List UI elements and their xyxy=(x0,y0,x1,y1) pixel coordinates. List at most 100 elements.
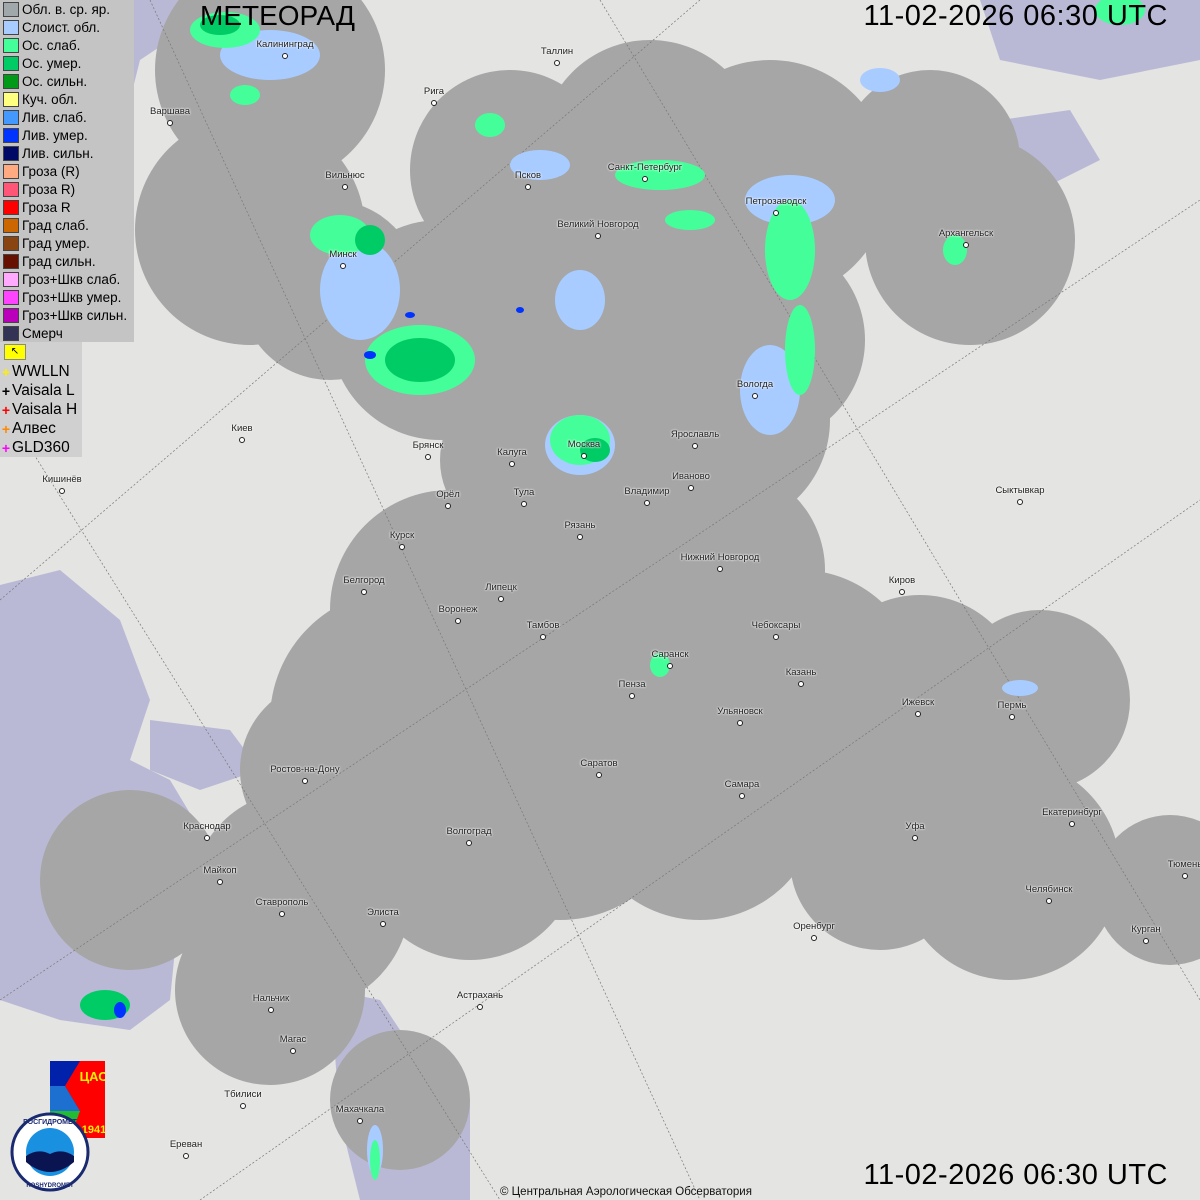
legend-swatch xyxy=(3,1,19,17)
cao-text: ЦАО xyxy=(80,1069,105,1084)
city-label: Курган xyxy=(1131,924,1161,935)
legend-item: Ос. сильн. xyxy=(0,72,134,90)
timestamp-bottom: 11-02-2026 06:30 UTC xyxy=(863,1159,1168,1191)
city-label: Тюмень xyxy=(1167,859,1200,870)
legend-item: Куч. обл. xyxy=(0,90,134,108)
city-marker-icon xyxy=(521,501,527,507)
city-label: Нальчик xyxy=(252,993,290,1004)
legend-label: Лив. умер. xyxy=(22,127,88,143)
legend-swatch xyxy=(3,253,19,269)
city-label: Липецк xyxy=(485,582,517,593)
city-label: Курск xyxy=(389,530,415,541)
city-label: Калуга xyxy=(497,447,527,458)
city-label: Нижний Новгород xyxy=(680,552,760,563)
city-label: Владимир xyxy=(624,486,670,497)
city-marker-icon xyxy=(466,840,472,846)
city-label: Чебоксары xyxy=(751,620,801,631)
legend-label: Град слаб. xyxy=(22,217,89,233)
legend-item: Град сильн. xyxy=(0,252,134,270)
city-label: Волгоград xyxy=(446,826,492,837)
legend-swatch xyxy=(3,235,19,251)
city-marker-icon xyxy=(282,53,288,59)
lightning-cross-icon: + xyxy=(1,363,11,380)
legend-swatch xyxy=(3,325,19,341)
legend-item: Обл. в. ср. яр. xyxy=(0,0,134,18)
city-marker-icon xyxy=(739,793,745,799)
legend-swatch xyxy=(3,91,19,107)
city-label: Тбилиси xyxy=(224,1089,262,1100)
legend-swatch xyxy=(3,145,19,161)
cursor-flag-icon[interactable]: ↖ xyxy=(4,344,26,360)
roshydromet-en: ROSHYDROMET xyxy=(26,1183,74,1189)
city-marker-icon xyxy=(811,935,817,941)
city-marker-icon xyxy=(963,242,969,248)
city-marker-icon xyxy=(204,835,210,841)
copyright: © Центральная Аэрологическая Обсерватори… xyxy=(500,1186,752,1198)
lightning-source-label: GLD360 xyxy=(12,438,70,456)
city-marker-icon xyxy=(717,566,723,572)
lightning-source-item[interactable]: + GLD360 xyxy=(0,438,82,457)
city-label: Уфа xyxy=(905,821,925,832)
legend-label: Гроза R) xyxy=(22,181,76,197)
lightning-source-item[interactable]: + Vaisala H xyxy=(0,400,82,419)
city-marker-icon xyxy=(912,835,918,841)
city-label: Махачкала xyxy=(335,1104,385,1115)
city-label: Петрозаводск xyxy=(745,196,807,207)
legend-label: Лив. слаб. xyxy=(22,109,87,125)
city-marker-icon xyxy=(279,911,285,917)
legend-swatch xyxy=(3,199,19,215)
legend-swatch xyxy=(3,181,19,197)
legend-label: Обл. в. ср. яр. xyxy=(22,1,111,17)
city-marker-icon xyxy=(773,210,779,216)
city-marker-icon xyxy=(340,263,346,269)
precipitation-legend: Обл. в. ср. яр. Слоист. обл. Ос. слаб. Ос. … xyxy=(0,0,134,342)
city-marker-icon xyxy=(477,1004,483,1010)
city-marker-icon xyxy=(688,485,694,491)
legend-item: Лив. сильн. xyxy=(0,144,134,162)
lightning-source-item[interactable]: + Vaisala L xyxy=(0,381,82,400)
city-marker-icon xyxy=(302,778,308,784)
city-label: Москва xyxy=(567,439,601,450)
lightning-source-item[interactable]: + Алвес xyxy=(0,419,82,438)
city-marker-icon xyxy=(167,120,173,126)
roshydromet-logo: РОСГИДРОМЕТ ROSHYDROMET xyxy=(10,1112,90,1192)
legend-label: Гроза R xyxy=(22,199,71,215)
city-marker-icon xyxy=(361,589,367,595)
city-marker-icon xyxy=(445,503,451,509)
legend-item: Смерч xyxy=(0,324,134,342)
city-label: Киев xyxy=(231,423,253,434)
legend-item: Гроз+Шкв умер. xyxy=(0,288,134,306)
city-marker-icon xyxy=(540,634,546,640)
city-marker-icon xyxy=(773,634,779,640)
city-label: Вильнюс xyxy=(325,170,365,181)
legend-label: Смерч xyxy=(22,325,63,341)
city-marker-icon xyxy=(509,461,515,467)
city-label: Ульяновск xyxy=(717,706,763,717)
city-label: Псков xyxy=(514,170,542,181)
legend-swatch xyxy=(3,55,19,71)
city-label: Элиста xyxy=(367,907,399,918)
city-marker-icon xyxy=(595,233,601,239)
city-marker-icon xyxy=(692,443,698,449)
city-marker-icon xyxy=(629,693,635,699)
legend-label: Ос. сильн. xyxy=(22,73,88,89)
city-marker-icon xyxy=(596,772,602,778)
lightning-source-label: WWLLN xyxy=(12,362,70,380)
city-label: Калининград xyxy=(256,39,314,50)
legend-swatch xyxy=(3,19,19,35)
legend-swatch xyxy=(3,127,19,143)
legend-item: Ос. слаб. xyxy=(0,36,134,54)
legend-label: Град умер. xyxy=(22,235,90,251)
city-marker-icon xyxy=(1069,821,1075,827)
lightning-cross-icon: + xyxy=(1,439,11,456)
city-marker-icon xyxy=(183,1153,189,1159)
city-label: Саратов xyxy=(580,758,618,769)
lightning-source-label: Алвес xyxy=(12,419,56,437)
city-label: Екатеринбург xyxy=(1042,807,1102,818)
city-label: Астрахань xyxy=(456,990,504,1001)
city-label: Ереван xyxy=(169,1139,203,1150)
lightning-source-item[interactable]: + WWLLN xyxy=(0,362,82,381)
city-label: Орёл xyxy=(436,489,460,500)
city-marker-icon xyxy=(525,184,531,190)
